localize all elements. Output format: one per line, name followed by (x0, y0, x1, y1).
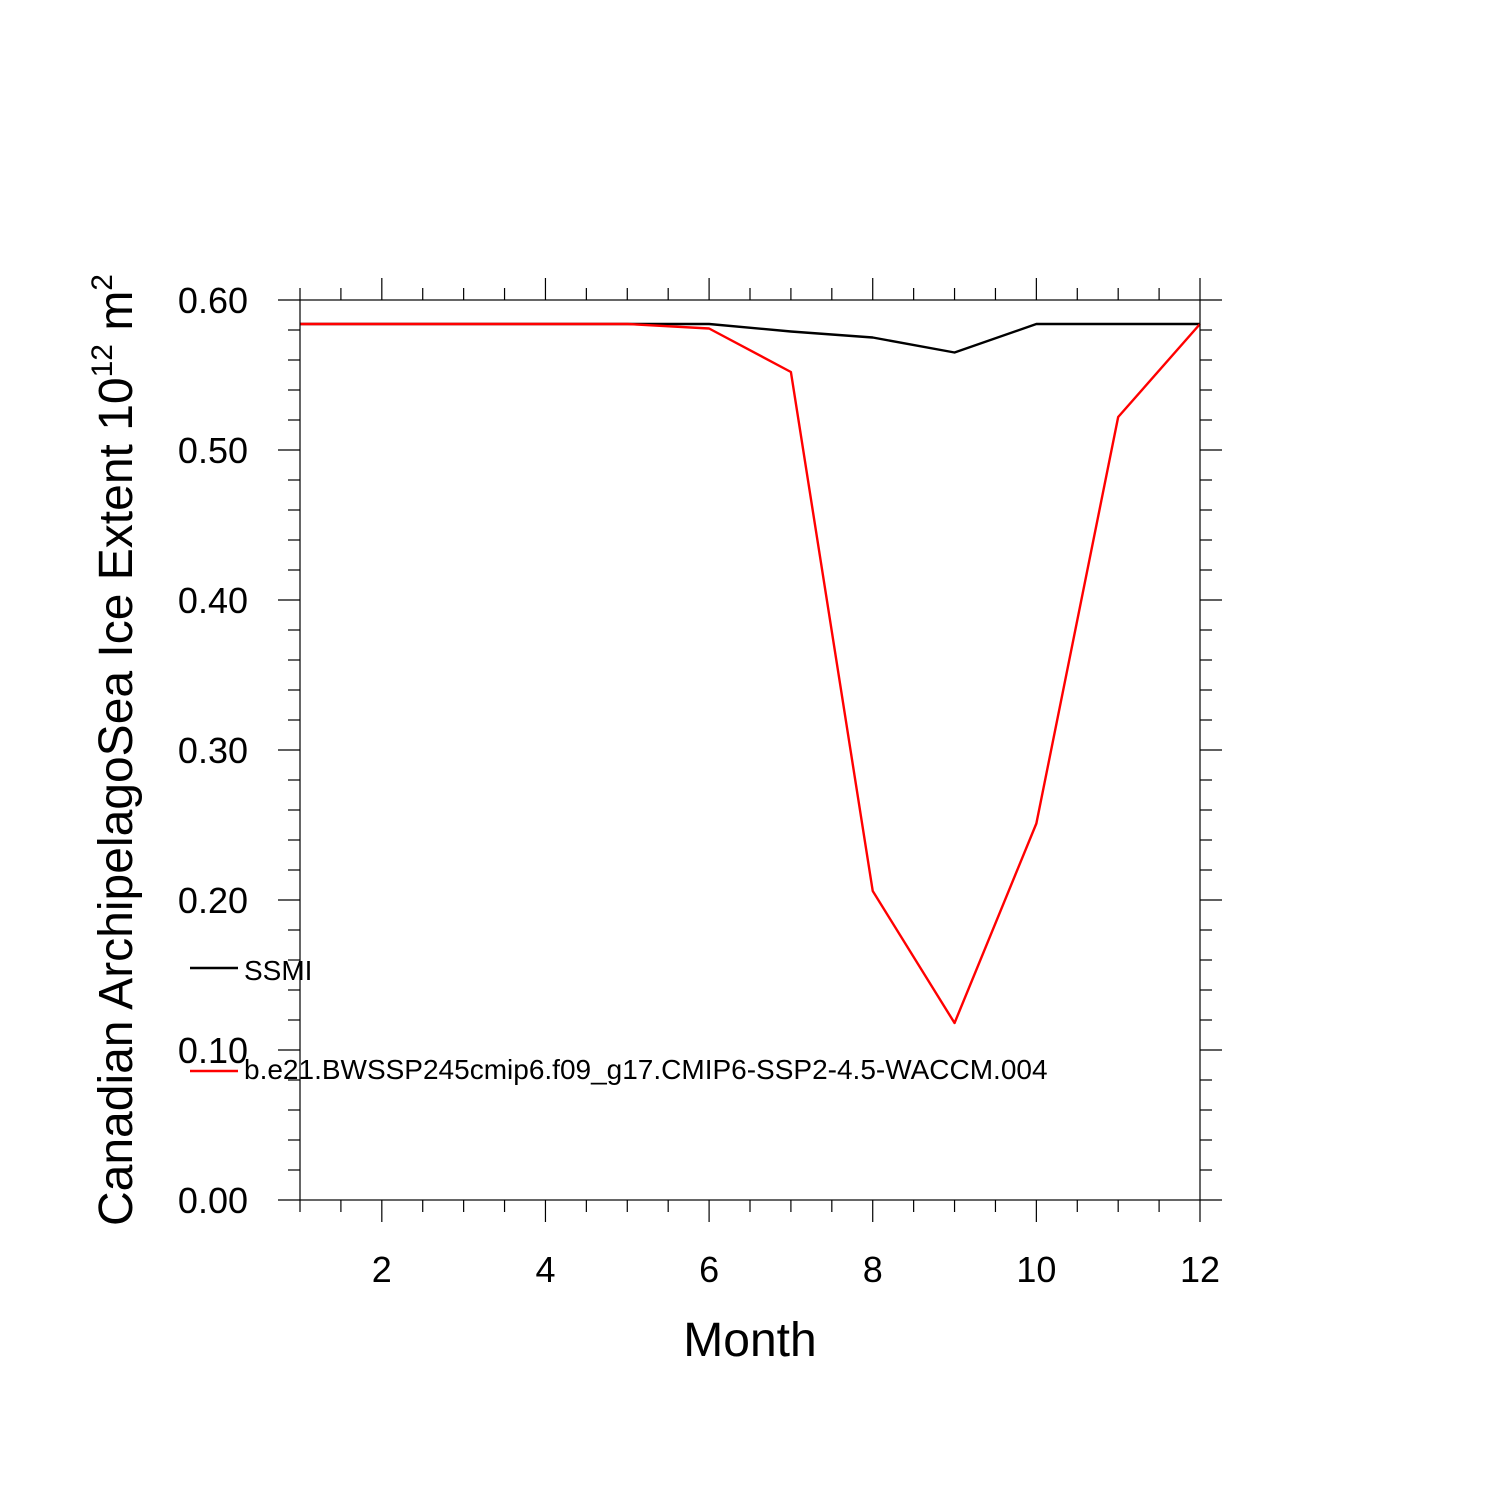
x-tick-label: 10 (1016, 1249, 1056, 1290)
x-axis-title: Month (683, 1314, 816, 1367)
y-tick-label: 0.00 (178, 1180, 248, 1221)
x-tick-label: 2 (372, 1249, 392, 1290)
x-tick-label: 6 (699, 1249, 719, 1290)
y-axis-title-main: Canadian ArchipelagoSea Ice Extent 10 (90, 377, 143, 1226)
y-tick-label: 0.60 (178, 280, 248, 321)
data-lines (300, 322, 1201, 1025)
plot-frame (299, 299, 1201, 1201)
legend: SSMI b.e21.BWSSP245cmip6.f09_g17.CMIP6-S… (190, 955, 1048, 1085)
y-tick-label: 0.20 (178, 880, 248, 921)
x-tick-label: 12 (1180, 1249, 1220, 1290)
y-axis-title-exponent: 12 (86, 344, 119, 377)
y-tick-label: 0.10 (178, 1030, 248, 1071)
x-tick-label: 4 (535, 1249, 555, 1290)
y-axis-title-unit: m (90, 291, 143, 344)
legend-label-waccm: b.e21.BWSSP245cmip6.f09_g17.CMIP6-SSP2-4… (244, 1054, 1048, 1085)
y-axis-title: Canadian ArchipelagoSea Ice Extent 1012 … (86, 274, 143, 1226)
x-tick-label: 8 (863, 1249, 883, 1290)
y-tick-label: 0.40 (178, 580, 248, 621)
axis-ticks (278, 278, 1222, 1222)
series-line-waccm (300, 322, 1201, 1025)
legend-label-ssmi: SSMI (244, 955, 312, 986)
x-tick-labels: 2 4 6 8 10 12 (372, 1249, 1220, 1290)
y-tick-label: 0.50 (178, 430, 248, 471)
y-tick-label: 0.30 (178, 730, 248, 771)
y-tick-labels: 0.00 0.10 0.20 0.30 0.40 0.50 0.60 (178, 280, 248, 1221)
y-axis-title-unit-exponent: 2 (86, 274, 119, 291)
